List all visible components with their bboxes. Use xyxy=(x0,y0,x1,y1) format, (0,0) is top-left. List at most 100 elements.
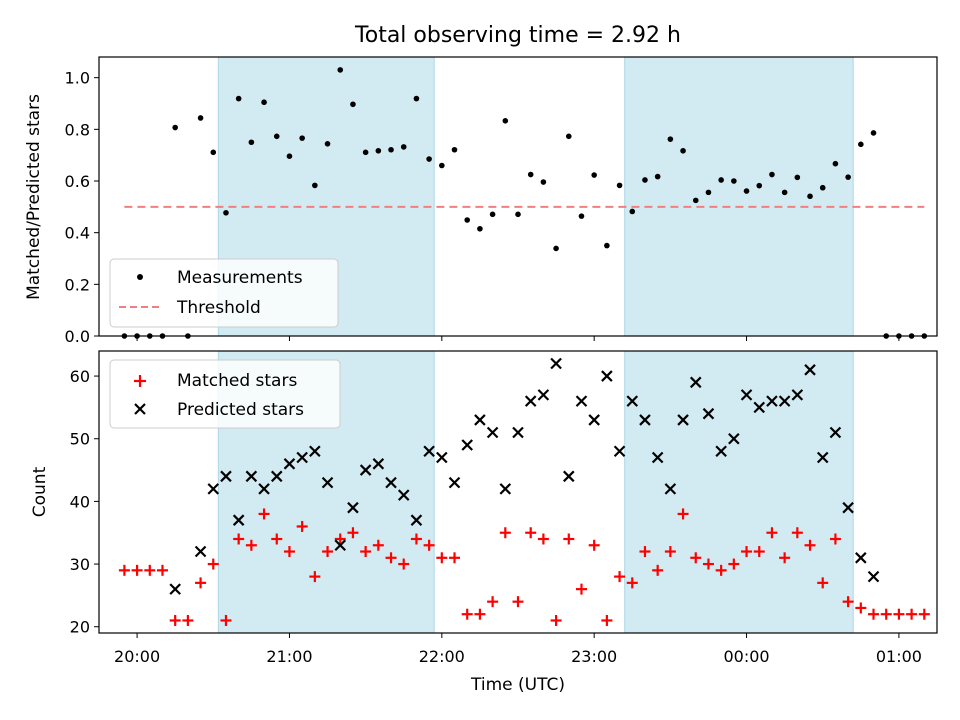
y-tick-label: 1.0 xyxy=(65,69,90,88)
matched-marker xyxy=(702,558,714,570)
ratio-legend: Measurements Threshold xyxy=(109,258,339,328)
measurement-point xyxy=(439,162,445,169)
measurement-point xyxy=(451,146,458,153)
predicted-marker xyxy=(385,476,397,489)
measurement-point xyxy=(375,147,382,154)
ratio-y-axis-label: Matched/Predicted stars xyxy=(24,94,44,300)
night-band xyxy=(624,350,854,634)
matched-marker xyxy=(550,614,562,626)
measurement-point xyxy=(502,118,509,124)
legend-measurements-label: Measurements xyxy=(177,268,303,288)
matched-marker xyxy=(474,608,486,620)
matched-marker xyxy=(868,608,880,620)
x-tick-label: 22:00 xyxy=(419,647,465,666)
matched-marker xyxy=(677,508,689,520)
predicted-marker xyxy=(270,470,283,483)
matched-marker xyxy=(410,533,422,545)
matched-marker xyxy=(575,583,587,595)
ratio-panel-frame xyxy=(98,56,938,337)
y-tick-label: 50 xyxy=(70,430,90,449)
predicted-marker xyxy=(410,514,423,526)
measurement-point xyxy=(680,147,686,154)
matched-marker xyxy=(537,533,549,545)
count-legend: Matched stars Predicted stars xyxy=(109,359,341,429)
measurement-point xyxy=(223,209,229,216)
predicted-marker xyxy=(740,389,753,401)
predicted-marker xyxy=(524,395,537,407)
measurement-point xyxy=(337,67,344,73)
legend-matched-label: Matched stars xyxy=(177,371,297,391)
predicted-marker xyxy=(550,357,562,370)
predicted-marker xyxy=(245,470,258,483)
measurement-point xyxy=(299,135,305,141)
ratio-y-ticks: 0.0 0.2 0.4 0.6 0.8 1.0 xyxy=(65,69,99,346)
matched-marker xyxy=(499,527,511,539)
measurement-point xyxy=(248,139,255,146)
ratio-legend-frame xyxy=(109,258,339,328)
matched-marker xyxy=(436,552,448,564)
matched-marker xyxy=(461,608,473,620)
x-tick-label: 00:00 xyxy=(723,647,769,666)
predicted-marker xyxy=(588,414,600,426)
matched-marker xyxy=(664,546,676,558)
predicted-marker xyxy=(753,401,766,414)
count-x-ticks: 20:00 21:00 22:00 23:00 00:00 01:00 xyxy=(114,633,922,666)
measurement-point xyxy=(604,242,610,249)
y-tick-label: 60 xyxy=(70,367,90,386)
predicted-marker xyxy=(816,451,829,464)
measurement-point xyxy=(718,177,724,183)
measurement-point xyxy=(616,182,623,189)
measurement-point xyxy=(845,174,851,180)
matched-marker xyxy=(601,614,613,626)
matched-marker xyxy=(372,539,384,551)
legend-predicted-marker xyxy=(134,403,146,415)
measurement-point xyxy=(743,188,750,194)
predicted-marker xyxy=(791,389,804,401)
matched-marker xyxy=(309,571,321,583)
measurement-point xyxy=(515,211,521,218)
matched-marker xyxy=(118,564,130,576)
predicted-marker xyxy=(334,539,347,552)
measurement-point xyxy=(769,171,775,178)
matched-marker xyxy=(233,533,245,545)
legend-measurements-marker xyxy=(137,274,143,280)
matched-marker xyxy=(220,614,232,626)
predicted-marker xyxy=(651,451,664,464)
matched-marker xyxy=(245,539,257,551)
x-tick-label: 20:00 xyxy=(114,647,160,666)
predicted-marker xyxy=(664,483,677,495)
predicted-markers xyxy=(169,357,880,595)
matched-marker xyxy=(588,539,600,551)
measurement-point xyxy=(565,133,572,140)
matched-marker xyxy=(423,539,435,551)
measurement-point xyxy=(210,149,217,156)
matched-marker xyxy=(195,577,207,589)
y-tick-label: 40 xyxy=(70,492,90,511)
measurement-point xyxy=(350,101,356,108)
measurement-point xyxy=(324,141,331,147)
predicted-marker xyxy=(436,451,448,464)
predicted-marker xyxy=(321,476,334,489)
x-tick-label: 23:00 xyxy=(571,647,617,666)
ratio-panel: 0.0 0.2 0.4 0.6 0.8 1.0 Matched/Predicted sta… xyxy=(24,56,938,346)
matched-marker xyxy=(804,539,816,551)
night-bands xyxy=(217,56,854,337)
matched-marker xyxy=(880,608,892,620)
measurement-point xyxy=(400,144,407,150)
predicted-marker xyxy=(296,451,308,464)
measurement-point xyxy=(642,177,648,183)
measurement-point xyxy=(832,160,839,167)
predicted-marker xyxy=(575,395,588,407)
predicted-marker xyxy=(626,395,639,407)
matched-marker xyxy=(855,602,867,614)
predicted-marker xyxy=(855,552,867,564)
predicted-marker xyxy=(563,470,575,483)
count-y-ticks: 20 30 40 50 60 xyxy=(70,367,99,637)
predicted-marker xyxy=(359,464,372,476)
matched-marker xyxy=(779,552,791,564)
measurement-point xyxy=(794,174,801,181)
legend-matched-marker xyxy=(134,375,146,387)
predicted-marker xyxy=(778,395,791,407)
predicted-marker xyxy=(499,483,512,495)
predicted-marker xyxy=(842,501,854,514)
